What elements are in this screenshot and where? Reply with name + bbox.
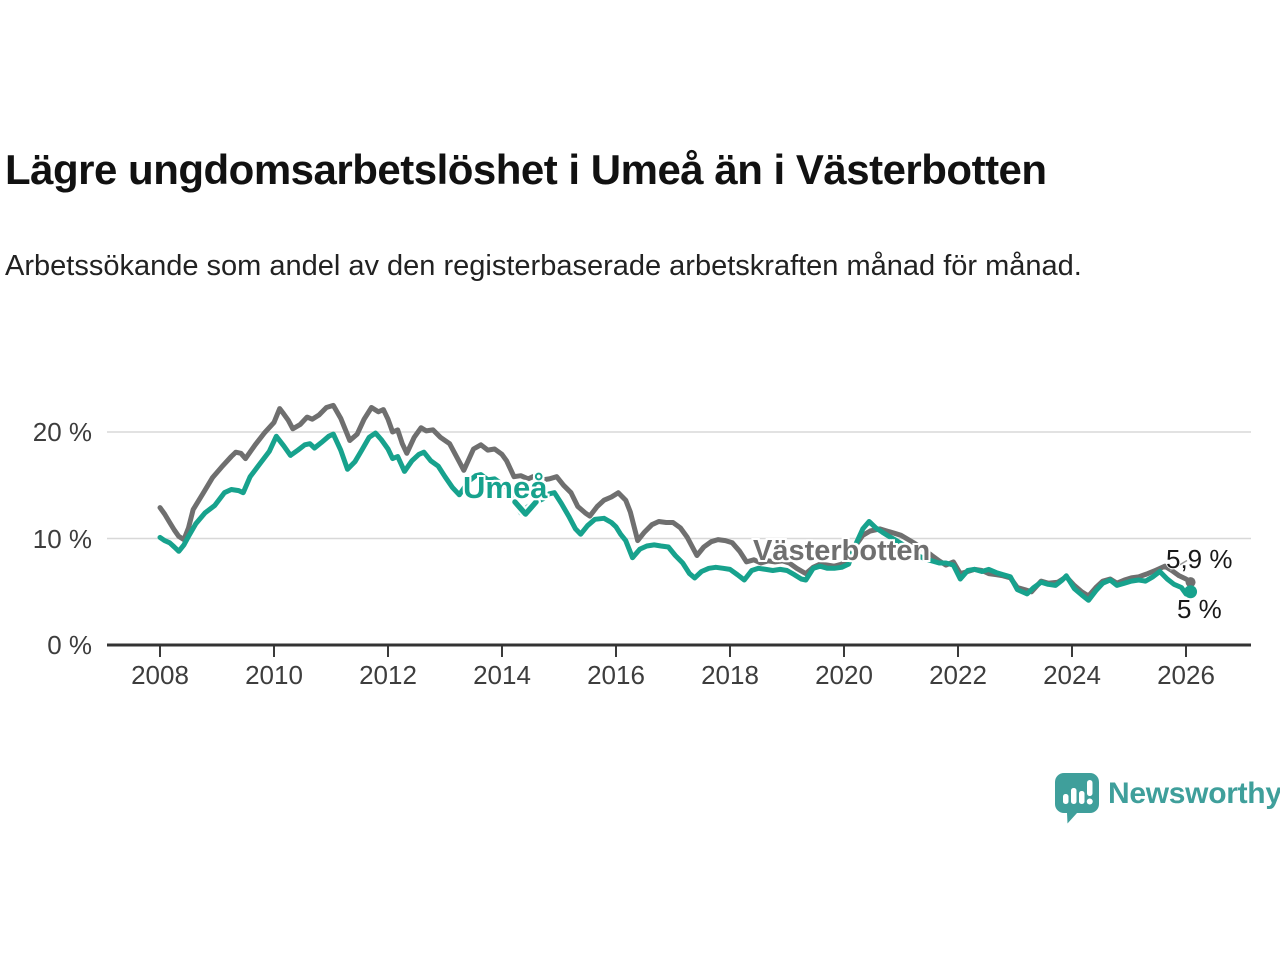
umea-arrow-down-icon xyxy=(512,499,539,517)
x-axis-label: 2016 xyxy=(587,660,645,690)
x-axis-label: 2024 xyxy=(1043,660,1101,690)
newsworthy-logo-text: Newsworthy xyxy=(1108,777,1280,810)
end-value-vasterbotten: 5,9 % xyxy=(1166,544,1233,574)
series-label-vasterbotten: Västerbotten xyxy=(753,535,931,567)
chart-title: Lägre ungdomsarbetslöshet i Umeå än i Vä… xyxy=(5,146,1047,193)
newsworthy-logo-icon xyxy=(1055,773,1099,824)
x-axis-label: 2014 xyxy=(473,660,531,690)
series-label-umea: Umeå xyxy=(463,470,548,505)
newsworthy-logo[interactable]: Newsworthy xyxy=(1054,772,1280,824)
series-end-dot-vasterbotten xyxy=(1185,577,1196,588)
x-axis-label: 2020 xyxy=(815,660,873,690)
end-value-umea: 5 % xyxy=(1177,594,1222,624)
x-axis-label: 2026 xyxy=(1157,660,1215,690)
x-axis-label: 2010 xyxy=(245,660,303,690)
x-axis-label: 2018 xyxy=(701,660,759,690)
series-line-vasterbotten xyxy=(157,402,1194,599)
y-axis-label: 10 % xyxy=(32,523,92,554)
series-end-dot-umea xyxy=(1184,585,1198,599)
x-axis-label: 2008 xyxy=(131,660,189,690)
y-axis-label: 20 % xyxy=(32,417,92,447)
series-line-umea xyxy=(157,430,1194,603)
y-axis-label: 0 % xyxy=(47,630,92,660)
end-label-leader-line xyxy=(1169,559,1188,572)
chart-subtitle: Arbetssökande som andel av den registerb… xyxy=(5,250,1082,282)
x-axis-label: 2022 xyxy=(929,660,987,690)
x-axis-label: 2012 xyxy=(359,660,417,690)
